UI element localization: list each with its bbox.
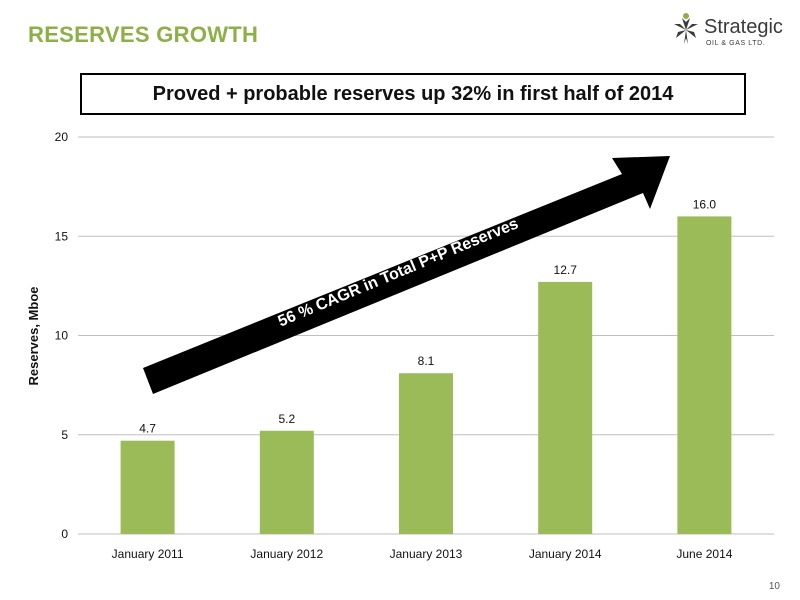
y-axis-label: Reserves, Mboe [26,287,41,386]
bar-data-label: 16.0 [693,197,717,211]
logo-subtitle: OIL & GAS LTD. [706,40,766,47]
x-tick-label: January 2012 [250,547,323,561]
logo-icon [674,13,698,44]
y-tick-label: 0 [61,527,68,541]
x-tick-label: January 2014 [529,547,602,561]
page-title: RESERVES GROWTH [28,22,259,47]
y-tick-label: 20 [55,130,69,144]
bar-data-label: 12.7 [554,263,578,277]
chart-grid [78,136,774,535]
logo-wordmark: Strategic [704,16,783,38]
chart-labels: 0 5 10 15 20 4.7 January 2011 5.2 January 2012 8.… [55,130,733,561]
y-tick-label: 15 [55,229,69,243]
x-tick-label: June 2014 [676,547,732,561]
bar-data-label: 8.1 [418,354,435,368]
headline-callout: Proved + probable reserves up 32% in fir… [80,73,746,115]
x-tick-label: January 2011 [112,547,184,561]
company-logo: Strategic OIL & GAS LTD. [668,10,796,54]
bar [677,216,732,534]
bar-data-label: 4.7 [139,422,156,436]
cagr-annotation: 56 % CAGR in Total P+P Reserves [276,215,521,330]
bar [259,430,314,534]
cagr-arrow-shape [143,156,670,394]
bar [538,281,593,534]
y-tick-label: 10 [55,329,69,343]
x-tick-label: January 2013 [390,547,463,561]
chart-bars [120,216,732,534]
y-tick-label: 5 [61,428,68,442]
bar [120,440,175,534]
page-number: 10 [768,581,780,592]
bar-data-label: 5.2 [278,412,295,426]
bar [399,373,453,534]
